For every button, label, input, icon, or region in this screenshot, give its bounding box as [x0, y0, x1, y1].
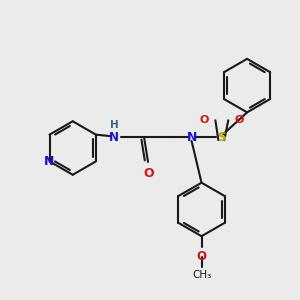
Text: N: N — [109, 130, 119, 144]
Text: N: N — [186, 130, 197, 144]
Text: O: O — [144, 167, 154, 180]
Text: N: N — [44, 155, 55, 168]
Text: CH₃: CH₃ — [192, 270, 211, 280]
Text: H: H — [110, 120, 119, 130]
Text: S: S — [217, 130, 226, 144]
Text: O: O — [234, 115, 244, 125]
Text: O: O — [199, 115, 208, 125]
Text: O: O — [196, 250, 206, 263]
